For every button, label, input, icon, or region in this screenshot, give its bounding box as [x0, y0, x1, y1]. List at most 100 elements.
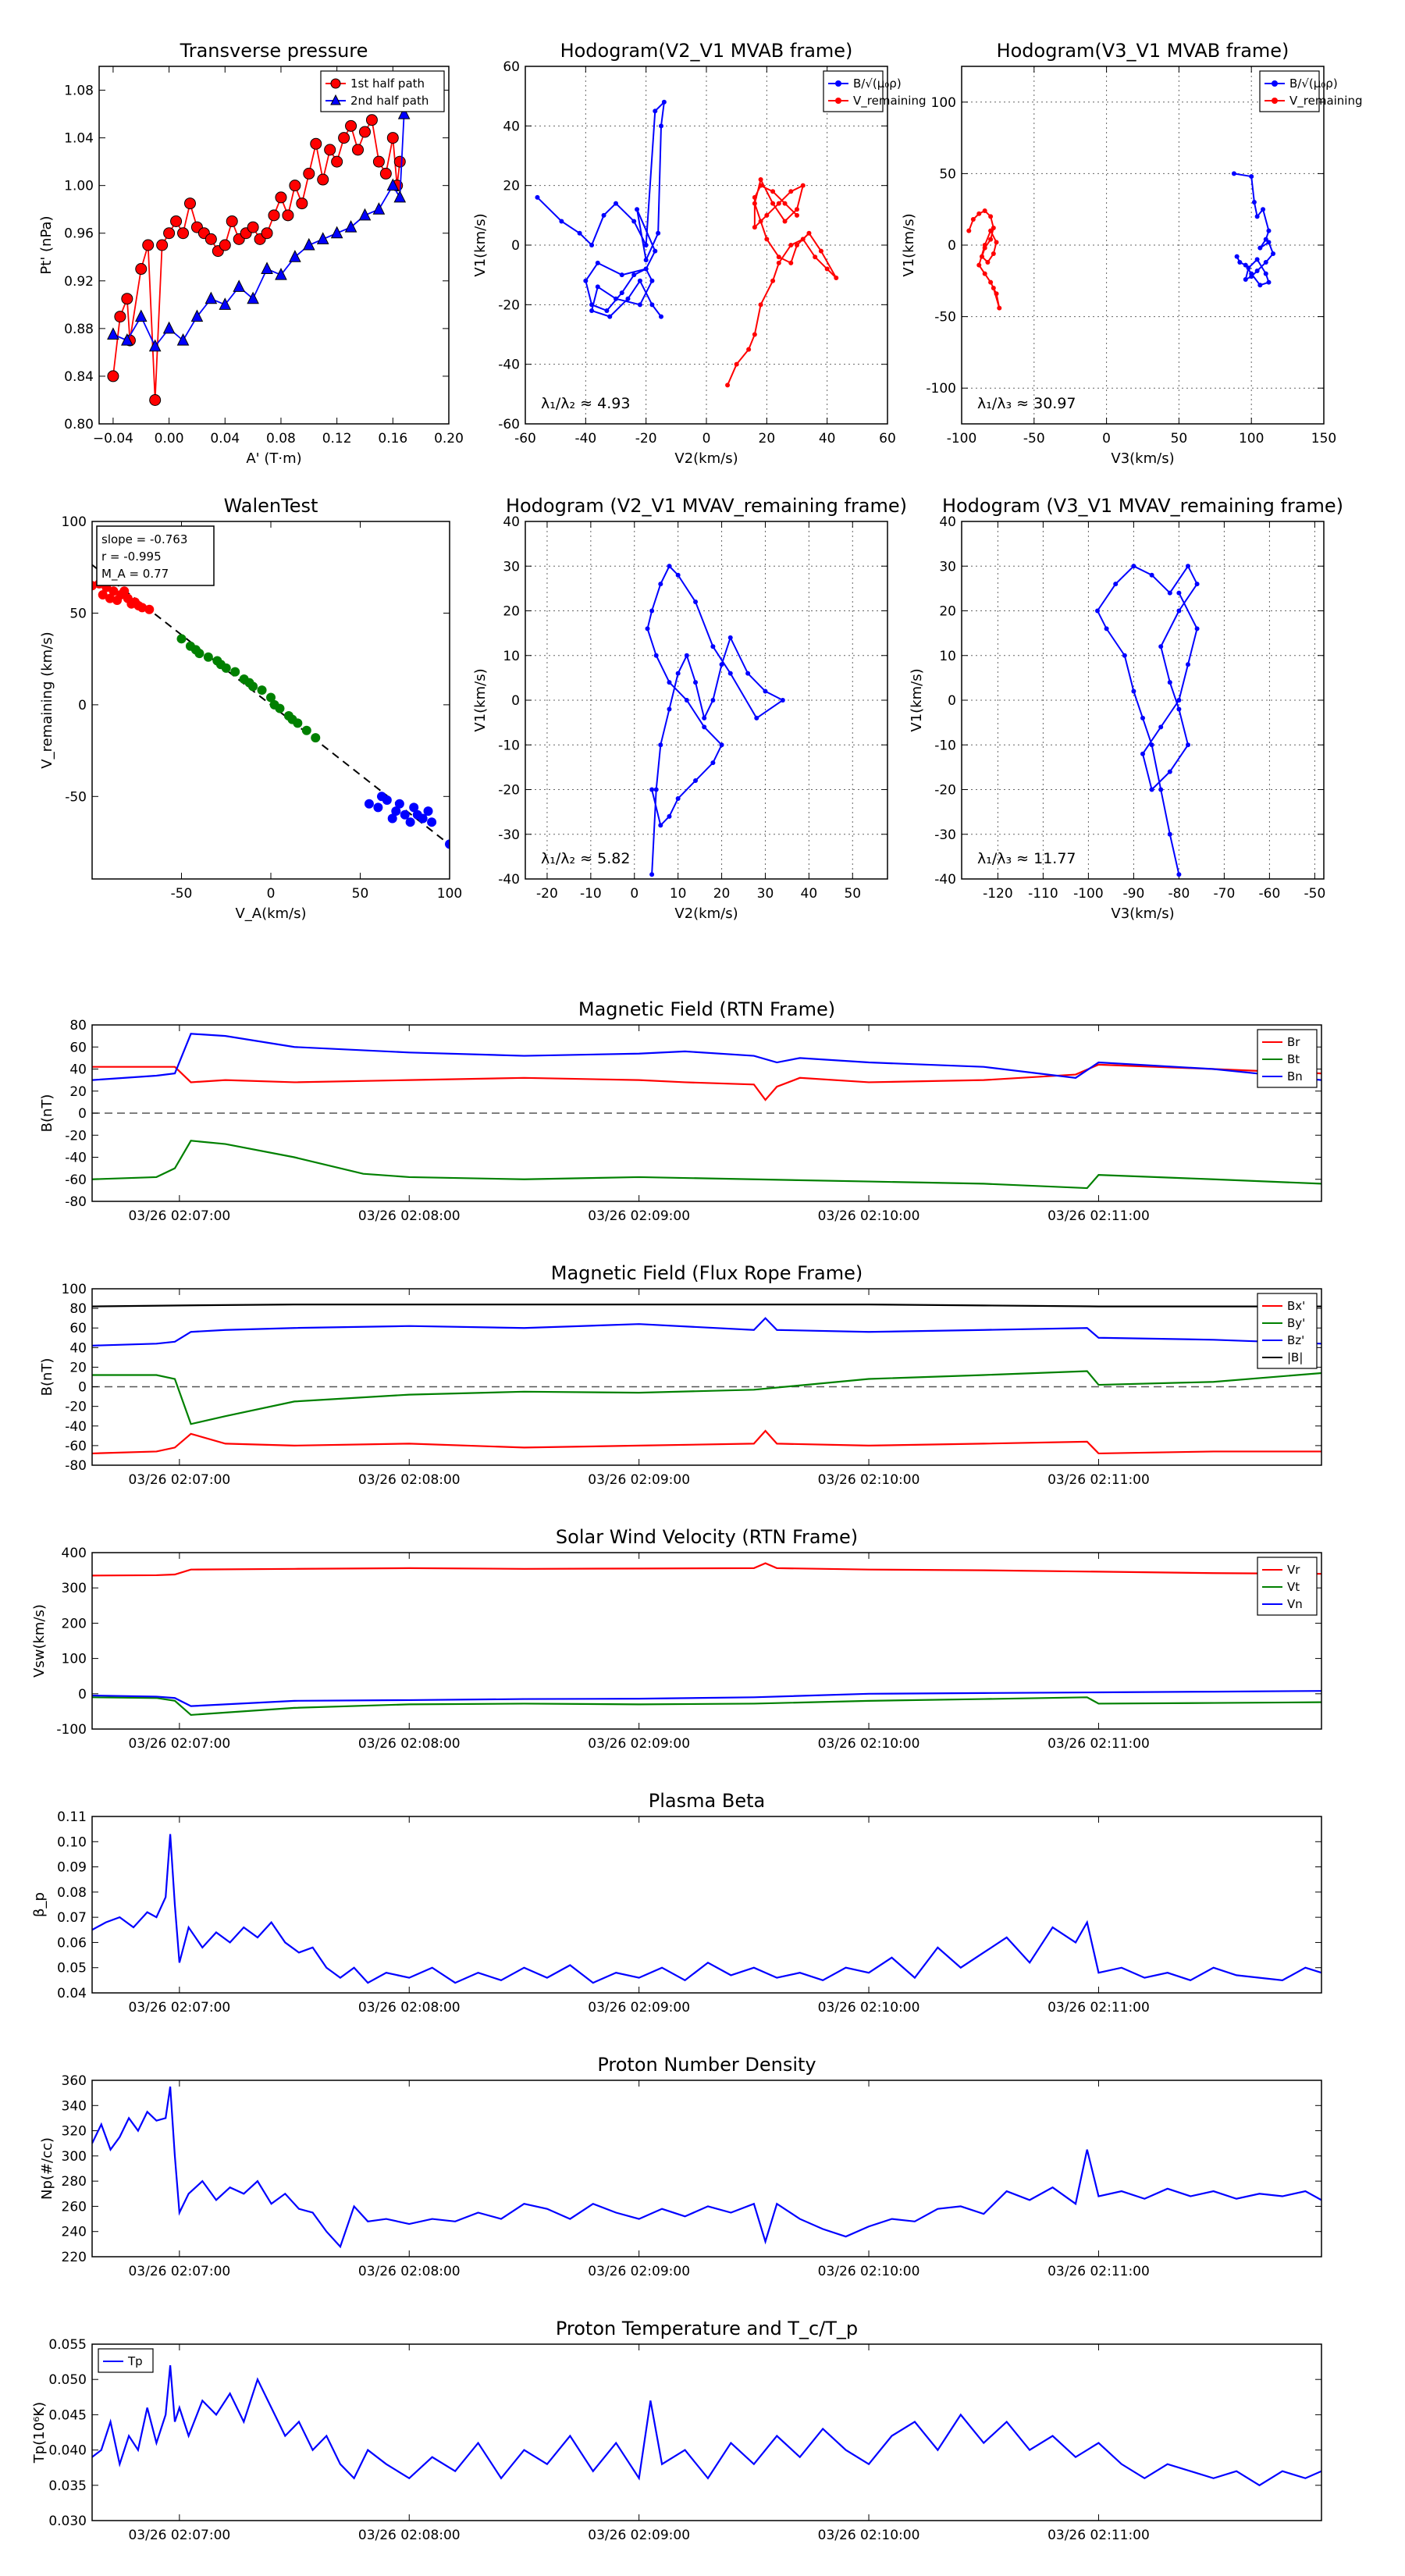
- x-tick-label: 20: [713, 886, 731, 902]
- data-point: [144, 604, 155, 614]
- data-point: [800, 237, 806, 242]
- series-by--line: [92, 1370, 1321, 1425]
- chart-title: Hodogram(V3_V1 MVAB frame): [997, 40, 1289, 62]
- data-point: [583, 278, 589, 283]
- series-v-remaining-line: [646, 564, 784, 875]
- x-tick-label: 60: [879, 431, 896, 447]
- data-point: [1176, 698, 1182, 703]
- data-point: [358, 208, 372, 221]
- y-tick-label: 100: [931, 95, 956, 111]
- y-tick-label: 0.80: [64, 417, 94, 432]
- y-tick-label: 50: [69, 606, 87, 621]
- x-tick-label: 150: [1311, 431, 1336, 447]
- chart-title: Magnetic Field (RTN Frame): [578, 998, 835, 1020]
- data-point: [376, 792, 386, 802]
- data-point: [183, 197, 196, 210]
- data-point: [1158, 724, 1164, 730]
- data-point: [976, 262, 982, 268]
- series-br-line: [92, 1063, 1321, 1101]
- data-point: [393, 155, 406, 168]
- x-tick-label: 03/26 02:07:00: [128, 1208, 230, 1224]
- x-tick-label: 30: [757, 886, 774, 902]
- data-point: [631, 219, 637, 224]
- data-point: [982, 243, 987, 247]
- x-tick-label: 03/26 02:10:00: [818, 1208, 920, 1224]
- chart-title: Transverse pressure: [180, 40, 368, 62]
- chart-bFR: Magnetic Field (Flux Rope Frame) 03/26 02…: [39, 1262, 1322, 1488]
- data-point: [667, 706, 672, 712]
- data-point: [301, 725, 311, 735]
- data-point: [190, 309, 204, 322]
- x-tick-label: 50: [1171, 431, 1188, 447]
- data-point: [316, 232, 329, 244]
- y-axis-label: V1(km/s): [901, 213, 917, 276]
- data-point: [176, 333, 190, 346]
- x-tick-label: 0.04: [210, 431, 240, 447]
- data-point: [988, 228, 994, 233]
- legend-label: 2nd half path: [350, 94, 429, 108]
- plot-area: [92, 1303, 1321, 1455]
- x-tick-label: 40: [801, 886, 818, 902]
- legend-label: Bz': [1287, 1333, 1304, 1347]
- plot-area: [92, 564, 450, 849]
- y-tick-label: -80: [65, 1194, 87, 1210]
- data-point: [619, 290, 624, 296]
- data-point: [979, 254, 984, 259]
- y-tick-label: 0.88: [64, 322, 94, 337]
- x-tick-label: -20: [635, 431, 657, 447]
- data-point: [782, 219, 788, 224]
- x-tick-label: 03/26 02:07:00: [128, 2264, 230, 2279]
- data-point: [352, 144, 365, 156]
- legend-label: Tp: [127, 2354, 143, 2368]
- y-tick-label: 10: [939, 649, 956, 664]
- data-point: [1113, 582, 1119, 587]
- data-point: [269, 699, 279, 710]
- data-point: [107, 327, 119, 340]
- y-tick-label: 40: [69, 1062, 87, 1078]
- y-axis-label: V1(km/s): [472, 213, 489, 276]
- x-tick-label: 03/26 02:08:00: [358, 2528, 461, 2543]
- data-point: [1251, 200, 1257, 205]
- data-point: [806, 230, 812, 236]
- data-point: [226, 215, 238, 227]
- data-point: [121, 293, 133, 305]
- legend-box: [320, 70, 445, 112]
- x-axis-label: V2(km/s): [674, 450, 738, 467]
- data-point: [752, 332, 757, 337]
- x-tick-label: 03/26 02:08:00: [358, 1208, 461, 1224]
- data-point: [302, 237, 315, 251]
- stats-line: r = -0.995: [101, 550, 162, 564]
- x-tick-label: -110: [1028, 886, 1058, 902]
- data-point: [149, 393, 162, 406]
- series-bz--line: [92, 1317, 1321, 1347]
- x-tick-label: 0.12: [322, 431, 352, 447]
- plot-area: [107, 106, 411, 406]
- data-point: [649, 302, 655, 308]
- data-point: [727, 671, 733, 676]
- series-bt-line: [92, 1140, 1321, 1190]
- x-tick-label: 20: [759, 431, 776, 447]
- y-tick-label: 280: [62, 2174, 87, 2190]
- y-tick-label: 0.055: [48, 2337, 87, 2353]
- chart-tpT: Proton Temperature and T_c/T_p 03/26 02:0…: [31, 2318, 1322, 2543]
- data-point: [215, 660, 226, 670]
- data-point: [331, 155, 343, 168]
- chart-title: Hodogram (V2_V1 MVAV_remaining frame): [506, 495, 907, 517]
- axes-frame: [91, 2343, 1322, 2521]
- data-point: [1149, 572, 1154, 578]
- data-point: [788, 243, 794, 247]
- x-tick-label: -50: [1023, 431, 1045, 447]
- data-point: [1194, 582, 1200, 587]
- x-tick-label: 03/26 02:11:00: [1048, 1736, 1150, 1752]
- data-point: [391, 806, 401, 817]
- data-point: [1095, 608, 1100, 614]
- data-point: [203, 652, 213, 662]
- y-axis-label: Tp(10⁶K): [31, 2402, 48, 2464]
- x-tick-label: 50: [844, 886, 861, 902]
- data-point: [758, 302, 763, 308]
- data-point: [635, 207, 640, 212]
- x-tick-label: 03/26 02:08:00: [358, 2264, 461, 2279]
- data-point: [1243, 262, 1248, 268]
- data-point: [1186, 564, 1190, 569]
- legend-marker: [835, 80, 841, 87]
